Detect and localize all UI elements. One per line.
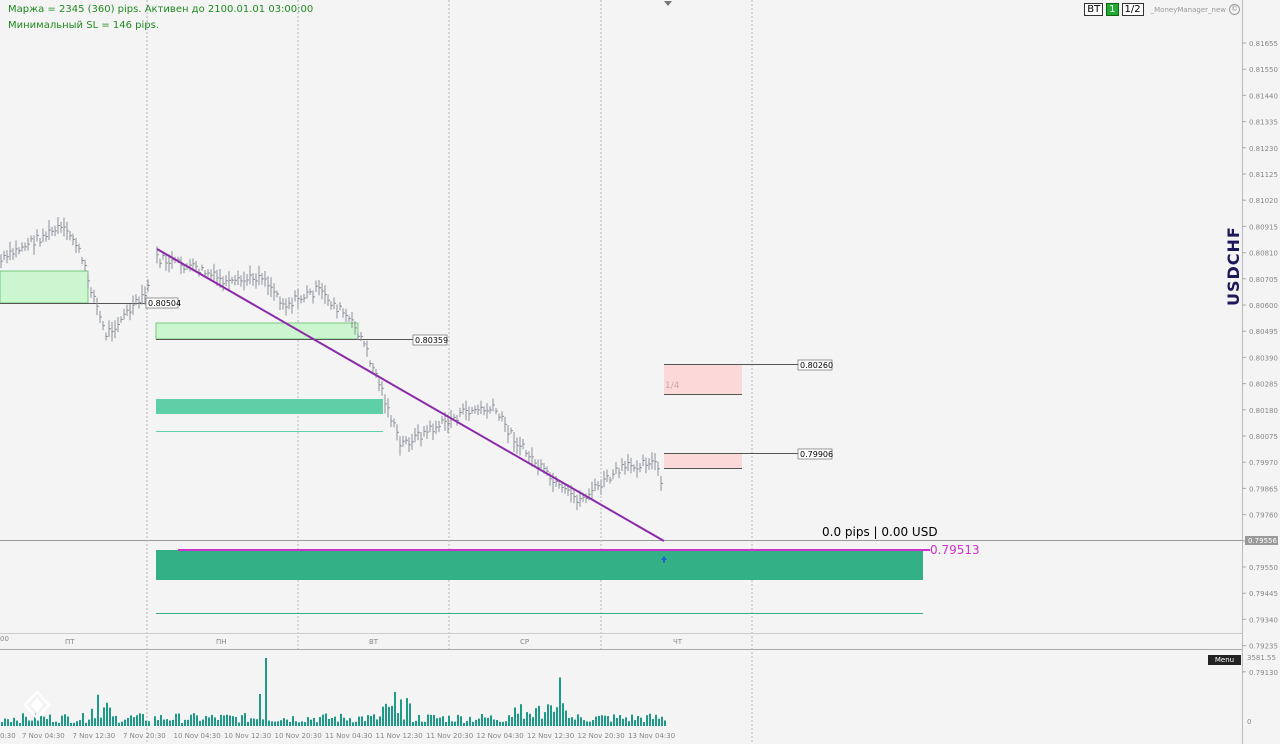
price-tick-label: 0.80915 (1249, 223, 1278, 231)
time-tick-label: 7 Nov 12:30 (73, 732, 116, 740)
day-label-partial: 00 (0, 635, 9, 643)
pips-display: 0.0 pips | 0.00 USD (822, 525, 938, 539)
symbol-label: USDCHF (1224, 226, 1243, 306)
time-tick-label: 10 Nov 20:30 (275, 732, 322, 740)
broker-logo-icon (23, 690, 51, 720)
price-tick-label: 0.79235 (1249, 643, 1278, 651)
price-tick-label: 0.80075 (1249, 433, 1278, 441)
time-tick-label: 12 Nov 04:30 (477, 732, 524, 740)
time-tick-label: 12 Nov 12:30 (527, 732, 574, 740)
price-label-3: 0.80260 (800, 361, 833, 370)
price-tick-label: 0.79970 (1249, 459, 1278, 467)
price-label-4: 0.79906 (800, 450, 833, 459)
half-button[interactable]: 1/2 (1121, 3, 1144, 16)
price-tick-label: 0.80600 (1249, 302, 1278, 310)
day-label: СР (520, 638, 529, 646)
time-tick-label: 10 Nov 12:30 (224, 732, 271, 740)
price-tick-label: 0.81020 (1249, 197, 1278, 205)
price-tick-label: 0.81125 (1249, 171, 1278, 179)
time-tick-label: 11 Nov 04:30 (325, 732, 372, 740)
one-button[interactable]: 1 (1106, 3, 1119, 16)
price-tick-label: 0.81335 (1249, 119, 1278, 127)
time-tick-label: 13 Nov 04:30 (628, 732, 675, 740)
zone-label: 1/4 (665, 381, 680, 391)
price-tick-label: 0.81550 (1249, 66, 1278, 74)
day-label: ПТ (65, 638, 75, 646)
price-label-1: 0.80504 (148, 299, 181, 308)
time-axis: 0:30 7 Nov 04:30 7 Nov 12:30 7 Nov 20:30 10… (0, 732, 675, 740)
time-label-partial: 0:30 (0, 732, 16, 740)
price-tick-label: 0.81440 (1249, 92, 1278, 100)
price-tick-label: 0.81655 (1249, 40, 1278, 48)
time-tick-label: 12 Nov 20:30 (578, 732, 625, 740)
volume-min-label: 0 (1247, 718, 1251, 726)
teal-zone-lower (156, 550, 923, 580)
left-green-zone (0, 270, 89, 304)
min-sl-info: Минимальный SL = 146 pips. (8, 20, 160, 31)
up-arrow-icon (661, 556, 667, 563)
copyright-icon[interactable]: © (1229, 4, 1240, 15)
time-tick-label: 11 Nov 12:30 (376, 732, 423, 740)
price-tick-label: 0.80810 (1249, 250, 1278, 258)
price-label-2: 0.80359 (415, 336, 448, 345)
margin-info: Маржа = 2345 (360) pips. Активен до 2100… (8, 4, 314, 15)
price-tick-label: 0.80285 (1249, 381, 1278, 389)
green-zone (155, 322, 359, 340)
menu-button[interactable]: Menu (1208, 655, 1241, 665)
money-manager-label: _MoneyManager_new (1150, 5, 1226, 14)
price-tick-label: 0.79340 (1249, 616, 1278, 624)
current-price-tag (1245, 536, 1278, 545)
day-separators (146, 0, 753, 744)
price-tick-label: 0.79130 (1249, 669, 1278, 677)
bt-button[interactable]: BT (1084, 3, 1104, 16)
current-price-value: 0.79556 (1248, 537, 1277, 545)
price-tick-label: 0.79865 (1249, 485, 1278, 493)
volume-max-label: 3581.55 (1247, 654, 1276, 662)
trend-line[interactable] (156, 248, 665, 542)
price-bars (0, 217, 663, 511)
price-tick-label: 0.80180 (1249, 407, 1278, 415)
day-label: ЧТ (673, 638, 683, 646)
price-tick-label: 0.80495 (1249, 328, 1278, 336)
chevron-down-icon[interactable] (664, 1, 672, 6)
time-tick-label: 10 Nov 04:30 (174, 732, 221, 740)
time-tick-label: 11 Nov 20:30 (426, 732, 473, 740)
price-tick-label: 0.79760 (1249, 512, 1278, 520)
price-tick-label: 0.79550 (1249, 564, 1278, 572)
day-label: ВТ (369, 638, 379, 646)
top-toolbar: BT 1 1/2 _MoneyManager_new © (1084, 3, 1240, 16)
pink-zone-lower (664, 453, 742, 468)
price-tick-label: 0.79445 (1249, 590, 1278, 598)
teal-zone-upper (156, 399, 383, 414)
price-tick-label: 0.80705 (1249, 276, 1278, 284)
time-tick-label: 7 Nov 04:30 (22, 732, 65, 740)
pink-zone-upper (664, 364, 742, 395)
day-label: ПН (216, 638, 227, 646)
price-tick-label: 0.80390 (1249, 354, 1278, 362)
time-tick-label: 7 Nov 20:30 (123, 732, 166, 740)
target-price-label: 0.79513 (930, 543, 980, 557)
price-axis: 0.81655 0.81550 0.81440 0.81335 0.81230 0.811… (1242, 40, 1278, 677)
price-tick-label: 0.81230 (1249, 145, 1278, 153)
volume-bars (1, 658, 666, 726)
